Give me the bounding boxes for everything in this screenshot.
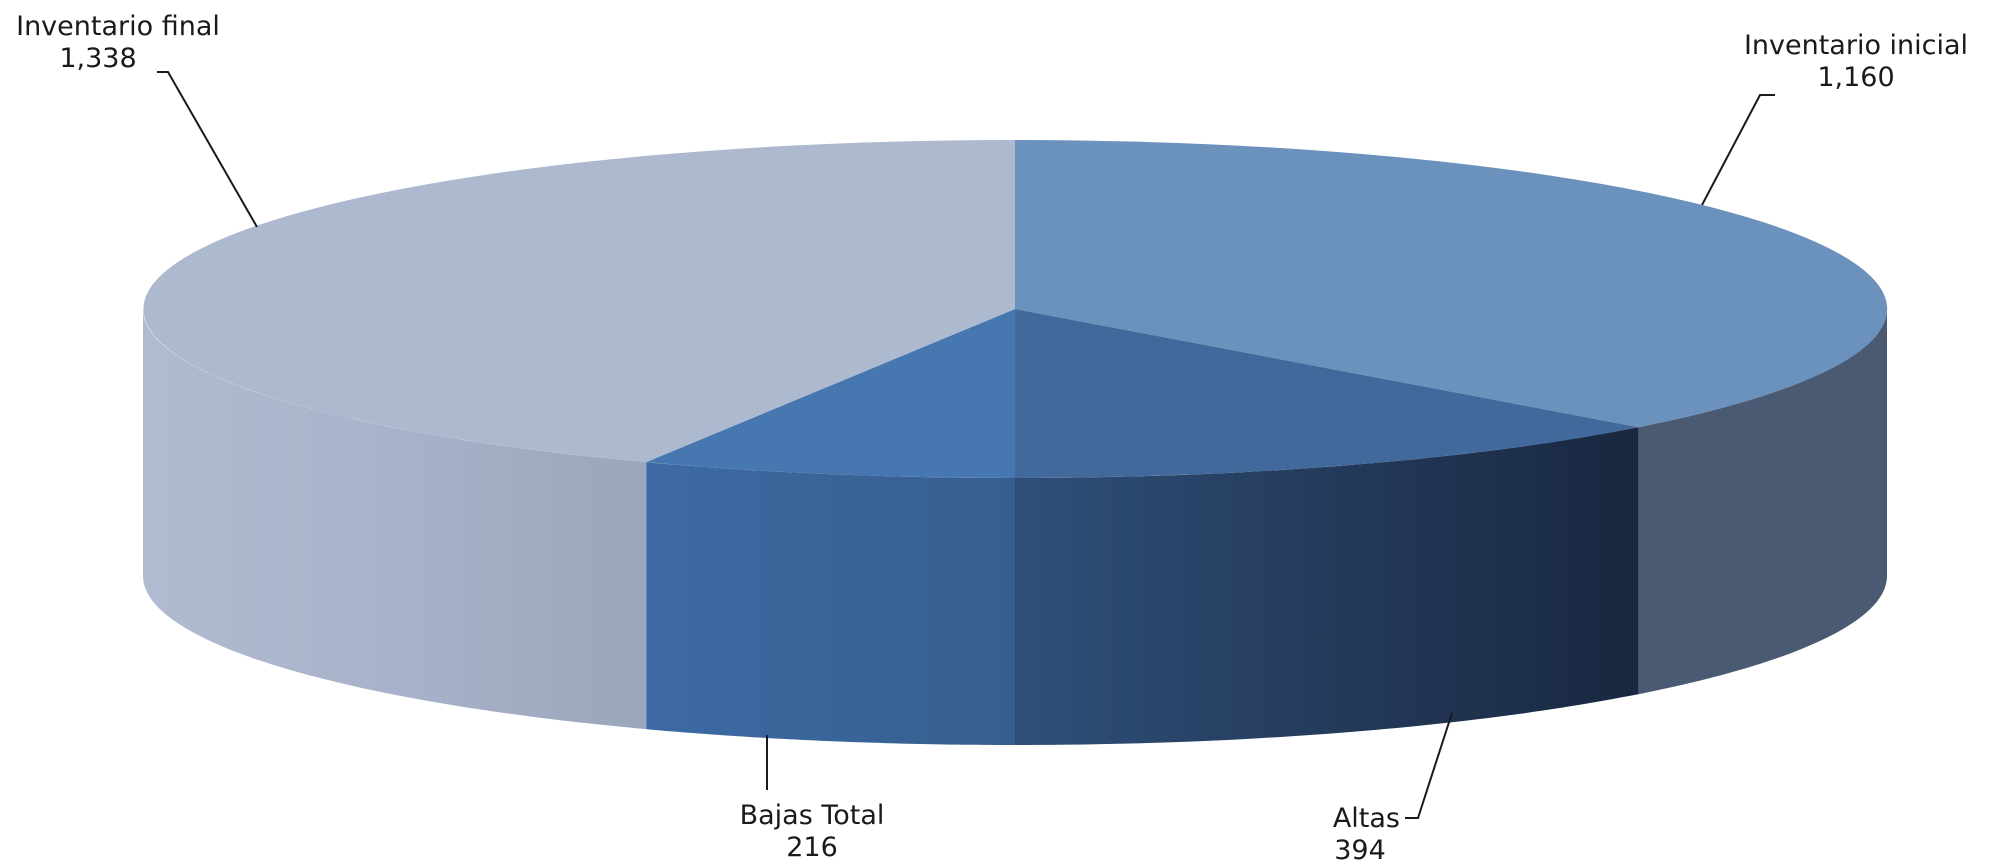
pie-side-bajas-total: [646, 462, 1015, 745]
pie-side-inventario-inicial: [1638, 309, 1887, 695]
slice-value-bajas-total: 216: [786, 832, 838, 863]
leader-line-inventario-final: [157, 71, 258, 228]
leader-line-inventario-inicial: [1701, 94, 1775, 206]
slice-label-inventario-final: Inventario final: [16, 11, 220, 42]
pie-sides: [143, 309, 1887, 745]
pie-slice-bajas-total: [646, 309, 1015, 478]
leader-line-altas: [1405, 712, 1453, 819]
slice-label-bajas-total: Bajas Total: [740, 800, 885, 831]
pie-slice-inventario-final: [143, 140, 1015, 463]
pie-tops: [143, 140, 1888, 478]
pie-side-inventario-final: [143, 309, 647, 730]
pie-side-altas: [1015, 427, 1639, 745]
slice-label-inventario-inicial: Inventario inicial: [1744, 30, 1968, 61]
pie-slice-altas: [1015, 309, 1639, 478]
slice-value-altas: 394: [1334, 835, 1386, 864]
slice-value-inventario-final: 1,338: [59, 43, 136, 74]
slice-value-inventario-inicial: 1,160: [1817, 62, 1894, 93]
pie-slice-inventario-inicial: [1015, 140, 1888, 428]
slice-label-altas: Altas: [1333, 803, 1400, 834]
